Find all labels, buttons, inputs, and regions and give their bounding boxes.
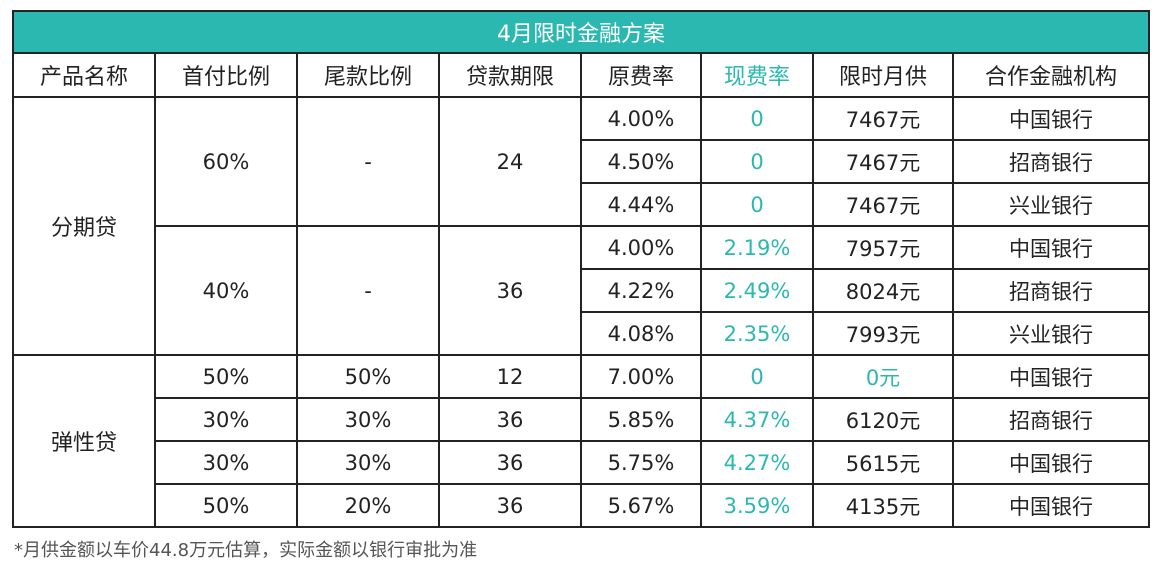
monthly-payment-cell: 4135元: [812, 483, 954, 528]
monthly-payment-cell: 7467元: [812, 96, 954, 141]
monthly-payment-cell: 7957元: [812, 225, 954, 270]
current-rate-cell: 4.27%: [700, 440, 814, 485]
original-rate-cell: 4.50%: [580, 139, 702, 184]
term-cell: 36: [438, 483, 582, 528]
down-payment-cell: 40%: [154, 225, 298, 356]
balloon-cell: -: [296, 225, 440, 356]
table-row: 4.08% 2.35% 7993元 兴业银行: [13, 311, 1150, 356]
table-row: 弹性贷 50% 50% 12 7.00% 0 0元 中国银行: [12, 354, 1150, 528]
header-original-rate: 原费率: [580, 52, 702, 98]
current-rate-cell: 0: [700, 354, 814, 399]
current-rate-cell: 4.37%: [700, 397, 814, 442]
header-balloon: 尾款比例: [296, 52, 440, 98]
monthly-payment-cell: 6120元: [812, 397, 954, 442]
header-current-rate: 现费率: [700, 52, 814, 98]
term-cell: 36: [438, 225, 582, 356]
balloon-cell: -: [296, 96, 440, 227]
table-row: 50% 20% 36 5.67% 3.59% 4135元 中国银行: [13, 483, 1150, 528]
current-rate-cell: 0: [700, 96, 814, 141]
original-rate-cell: 4.00%: [580, 96, 702, 141]
institution-cell: 中国银行: [952, 354, 1150, 399]
institution-cell: 中国银行: [952, 483, 1150, 528]
term-cell: 36: [438, 397, 582, 442]
finance-plan-table: 4月限时金融方案 产品名称 首付比例 尾款比例 贷款期限 原费率 现费率 限时月…: [12, 10, 1150, 528]
product-name-cell: 弹性贷: [12, 354, 156, 528]
institution-cell: 中国银行: [952, 225, 1150, 270]
term-cell: 36: [438, 440, 582, 485]
term-cell: 24: [438, 96, 582, 227]
institution-cell: 中国银行: [952, 96, 1150, 141]
original-rate-cell: 7.00%: [580, 354, 702, 399]
table-title: 4月限时金融方案: [12, 10, 1150, 54]
monthly-payment-cell: 7467元: [812, 139, 954, 184]
institution-cell: 招商银行: [952, 397, 1150, 442]
institution-cell: 招商银行: [952, 268, 1150, 313]
institution-cell: 中国银行: [952, 440, 1150, 485]
current-rate-cell: 2.19%: [700, 225, 814, 270]
header-term: 贷款期限: [438, 52, 582, 98]
table-row: 4.22% 2.49% 8024元 招商银行: [13, 268, 1150, 313]
monthly-payment-cell: 5615元: [812, 440, 954, 485]
table-row: 30% 30% 36 5.75% 4.27% 5615元 中国银行: [13, 440, 1150, 485]
table-row: 分期贷 60% - 24 4.00% 0 7467元 中国银行: [12, 96, 1150, 356]
original-rate-cell: 5.85%: [580, 397, 702, 442]
down-payment-cell: 50%: [154, 354, 298, 399]
product-name-cell: 分期贷: [12, 96, 156, 356]
table-row: 4.50% 0 7467元 招商银行: [13, 139, 1150, 184]
balloon-cell: 30%: [296, 397, 440, 442]
table-row: 40% - 36 4.00% 2.19% 7957元 中国银行: [13, 225, 1150, 356]
header-row: 产品名称 首付比例 尾款比例 贷款期限 原费率 现费率 限时月供 合作金融机构: [12, 52, 1150, 98]
down-payment-cell: 60%: [154, 96, 298, 227]
current-rate-cell: 3.59%: [700, 483, 814, 528]
footnote: *月供金额以车价44.8万元估算，实际金额以银行审批为准: [14, 540, 478, 561]
original-rate-cell: 5.75%: [580, 440, 702, 485]
original-rate-cell: 4.00%: [580, 225, 702, 270]
table-row: 30% 30% 36 5.85% 4.37% 6120元 招商银行: [13, 397, 1150, 442]
header-product: 产品名称: [12, 52, 156, 98]
table-row: 4.44% 0 7467元 兴业银行: [13, 182, 1150, 227]
original-rate-cell: 4.08%: [580, 311, 702, 356]
current-rate-cell: 2.35%: [700, 311, 814, 356]
balloon-cell: 30%: [296, 440, 440, 485]
original-rate-cell: 5.67%: [580, 483, 702, 528]
monthly-payment-cell: 7467元: [812, 182, 954, 227]
monthly-payment-cell: 8024元: [812, 268, 954, 313]
header-monthly-payment: 限时月供: [812, 52, 954, 98]
original-rate-cell: 4.44%: [580, 182, 702, 227]
current-rate-cell: 0: [700, 182, 814, 227]
monthly-payment-cell: 0元: [812, 354, 954, 399]
header-institution: 合作金融机构: [952, 52, 1150, 98]
institution-cell: 招商银行: [952, 139, 1150, 184]
monthly-payment-cell: 7993元: [812, 311, 954, 356]
original-rate-cell: 4.22%: [580, 268, 702, 313]
down-payment-cell: 30%: [154, 440, 298, 485]
current-rate-cell: 0: [700, 139, 814, 184]
down-payment-cell: 50%: [154, 483, 298, 528]
term-cell: 12: [438, 354, 582, 399]
current-rate-cell: 2.49%: [700, 268, 814, 313]
institution-cell: 兴业银行: [952, 182, 1150, 227]
balloon-cell: 20%: [296, 483, 440, 528]
table-title-row: 4月限时金融方案: [12, 10, 1150, 54]
down-payment-cell: 30%: [154, 397, 298, 442]
balloon-cell: 50%: [296, 354, 440, 399]
institution-cell: 兴业银行: [952, 311, 1150, 356]
header-down-payment: 首付比例: [154, 52, 298, 98]
